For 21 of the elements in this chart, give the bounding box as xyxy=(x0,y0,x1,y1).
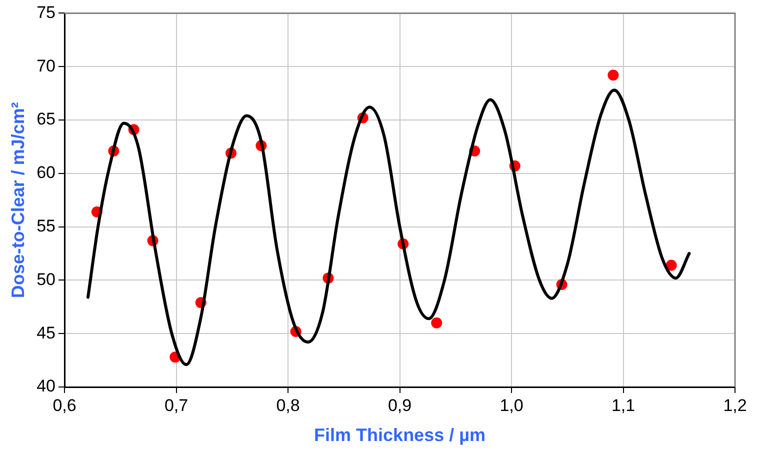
y-tick-label: 65 xyxy=(36,110,56,129)
y-tick-label: 70 xyxy=(36,56,56,76)
x-tick-label: 0,7 xyxy=(164,396,188,415)
y-tick-label: 60 xyxy=(36,163,56,182)
point xyxy=(608,70,619,81)
y-tick-label: 55 xyxy=(36,216,56,236)
x-tick-label: 0,6 xyxy=(52,396,76,415)
y-tick-label: 45 xyxy=(36,323,56,342)
x-tick-label: 1,1 xyxy=(611,396,636,415)
x-axis-title: Film Thickness / µm xyxy=(314,425,486,446)
y-tick-label: 40 xyxy=(36,376,56,396)
x-tick-label: 1,0 xyxy=(500,396,524,415)
point xyxy=(666,260,677,271)
y-tick-label: 50 xyxy=(36,270,56,289)
x-tick-label: 1,2 xyxy=(723,396,747,415)
y-axis-title: Dose-to-Clear / mJ/cm² xyxy=(8,102,28,298)
y-tick-label: 75 xyxy=(36,2,56,22)
line-series xyxy=(86,88,691,366)
x-tick-label: 0,8 xyxy=(276,396,300,415)
point xyxy=(431,317,442,328)
x-tick-label: 0,9 xyxy=(388,396,412,415)
